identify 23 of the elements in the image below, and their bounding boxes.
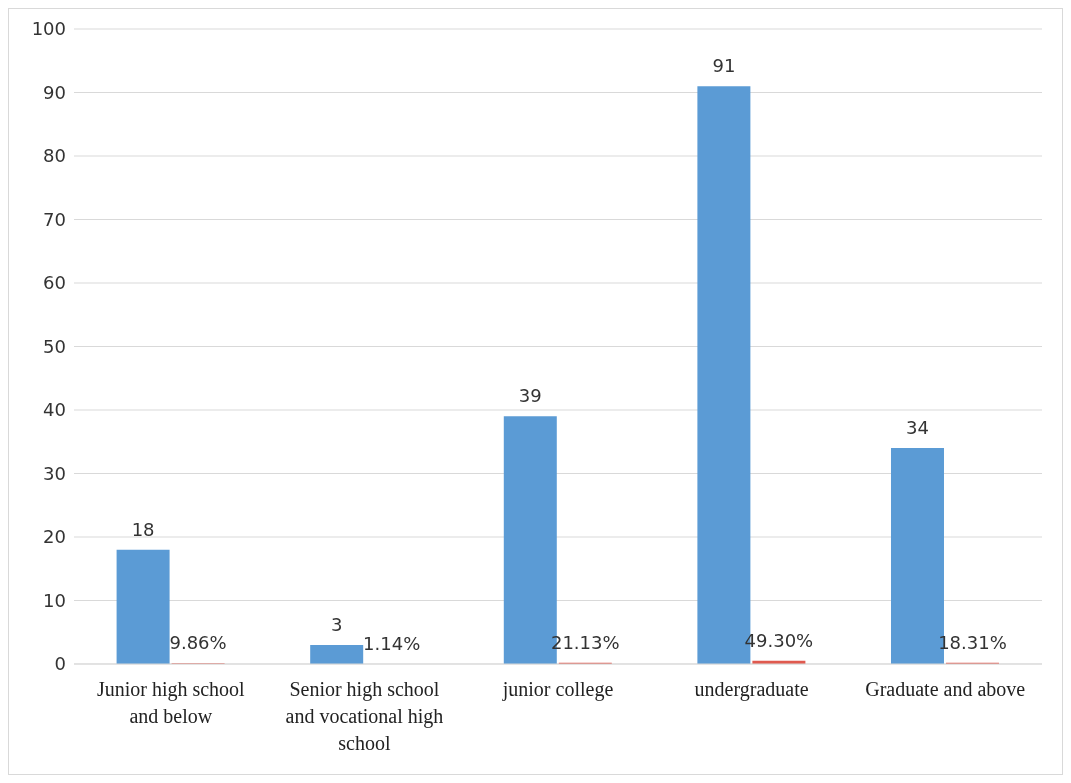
y-tick-label: 90	[43, 81, 66, 103]
x-tick-label: Senior high school and vocational high school	[285, 678, 444, 754]
y-tick-label: 0	[54, 653, 66, 675]
y-tick-label: 70	[43, 208, 66, 230]
data-label: 91	[712, 55, 736, 77]
data-label: 34	[906, 417, 929, 439]
y-tick-label: 100	[31, 18, 66, 40]
data-label: 39	[518, 385, 542, 407]
y-tick-label: 10	[43, 589, 66, 611]
data-label: 3	[330, 613, 343, 635]
data-label: 1.14%	[363, 632, 421, 654]
x-tick-label: Graduate and above	[865, 678, 1026, 700]
x-tick-label: undergraduate	[694, 678, 809, 701]
x-tick-label: junior college	[501, 678, 614, 701]
y-tick-label: 80	[43, 145, 66, 167]
data-label: 9.86%	[169, 632, 227, 654]
data-label: 18	[131, 518, 155, 540]
y-tick-label: 60	[43, 272, 66, 294]
x-tick-label: Junior high school and below	[96, 678, 246, 727]
y-tick-label: 50	[43, 335, 66, 357]
y-tick-label: 40	[43, 399, 66, 421]
y-tick-label: 20	[43, 526, 66, 548]
y-tick-label: 30	[43, 462, 66, 484]
